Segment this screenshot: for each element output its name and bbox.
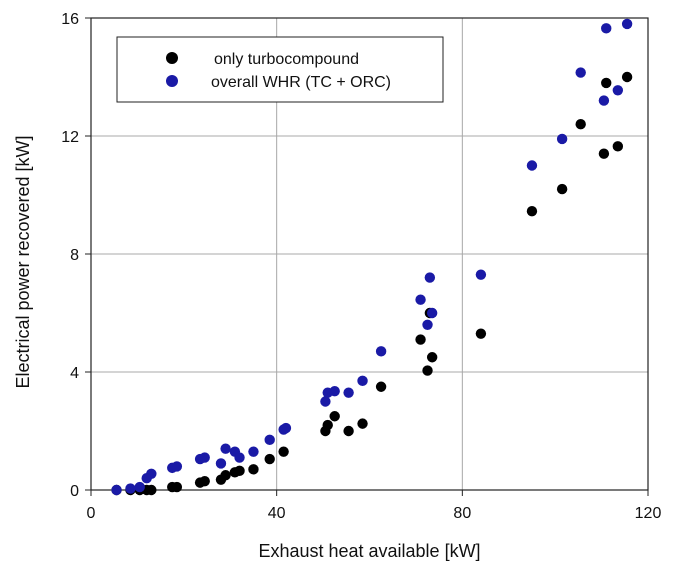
data-point [264, 434, 275, 446]
x-axis-title: Exhaust heat available [kW] [258, 541, 480, 561]
data-point [278, 446, 289, 457]
data-point [322, 419, 333, 431]
x-tick-label: 40 [268, 505, 286, 522]
data-point [422, 319, 433, 330]
data-point [375, 381, 387, 392]
data-point [248, 464, 259, 475]
data-point [612, 85, 624, 96]
legend-marker-overall-whr [166, 75, 178, 87]
y-tick-label: 8 [70, 247, 79, 264]
data-point [220, 443, 231, 454]
data-point [556, 183, 568, 195]
data-point [475, 328, 487, 339]
data-point [234, 452, 245, 463]
legend-box [116, 36, 444, 103]
data-point [475, 269, 487, 280]
data-point [575, 67, 586, 78]
data-point [146, 484, 157, 496]
data-point [601, 23, 612, 34]
data-point [426, 352, 438, 363]
y-axis-title: Electrical power recovered [kW] [13, 135, 33, 388]
data-point [415, 334, 426, 345]
data-point [621, 71, 633, 83]
data-point [426, 307, 438, 319]
data-point [422, 365, 433, 376]
data-point [357, 418, 368, 429]
y-tick-label: 12 [61, 129, 79, 146]
data-point [215, 458, 227, 469]
grid-lines [91, 18, 648, 490]
y-tick-label: 4 [70, 365, 79, 382]
legend-label-only-turbocompound: only turbocompound [214, 51, 359, 68]
data-point [199, 452, 210, 463]
data-point [264, 453, 275, 465]
legend-label-overall-whr: overall WHR (TC + ORC) [211, 74, 391, 91]
data-point [248, 446, 259, 457]
data-point [415, 294, 426, 305]
x-tick-label: 0 [87, 505, 96, 522]
data-point [575, 119, 586, 130]
data-point [125, 483, 136, 494]
data-point [375, 346, 387, 357]
series-only-turbocompound [111, 71, 633, 496]
data-point [598, 95, 610, 106]
data-point [526, 206, 538, 217]
data-points [111, 18, 633, 496]
data-point [598, 148, 610, 159]
data-point [343, 425, 354, 437]
legend-marker-only-turbocompound [166, 52, 178, 64]
data-point [199, 475, 210, 487]
series-overall-whr [111, 18, 633, 496]
legend: only turbocompound overall WHR (TC + ORC… [116, 36, 444, 103]
data-point [556, 133, 568, 145]
tick-labels: 0 40 80 120 0 4 8 12 16 [61, 11, 661, 522]
data-point [320, 396, 331, 407]
y-tick-label: 0 [70, 483, 79, 500]
data-point [134, 481, 145, 493]
data-point [343, 387, 354, 398]
data-point [171, 461, 183, 472]
data-point [171, 481, 183, 493]
data-point [424, 272, 436, 283]
data-point [234, 465, 245, 477]
data-point [601, 77, 612, 89]
y-tick-label: 16 [61, 11, 79, 28]
data-point [329, 411, 340, 422]
data-point [621, 18, 633, 30]
data-point [612, 141, 624, 152]
data-point [280, 422, 292, 434]
x-tick-label: 120 [635, 505, 662, 522]
data-point [111, 484, 122, 496]
data-point [329, 385, 340, 397]
x-tick-label: 80 [453, 505, 471, 522]
data-point [146, 468, 157, 479]
data-point [220, 470, 231, 481]
data-point [357, 375, 368, 387]
data-point [526, 160, 538, 171]
